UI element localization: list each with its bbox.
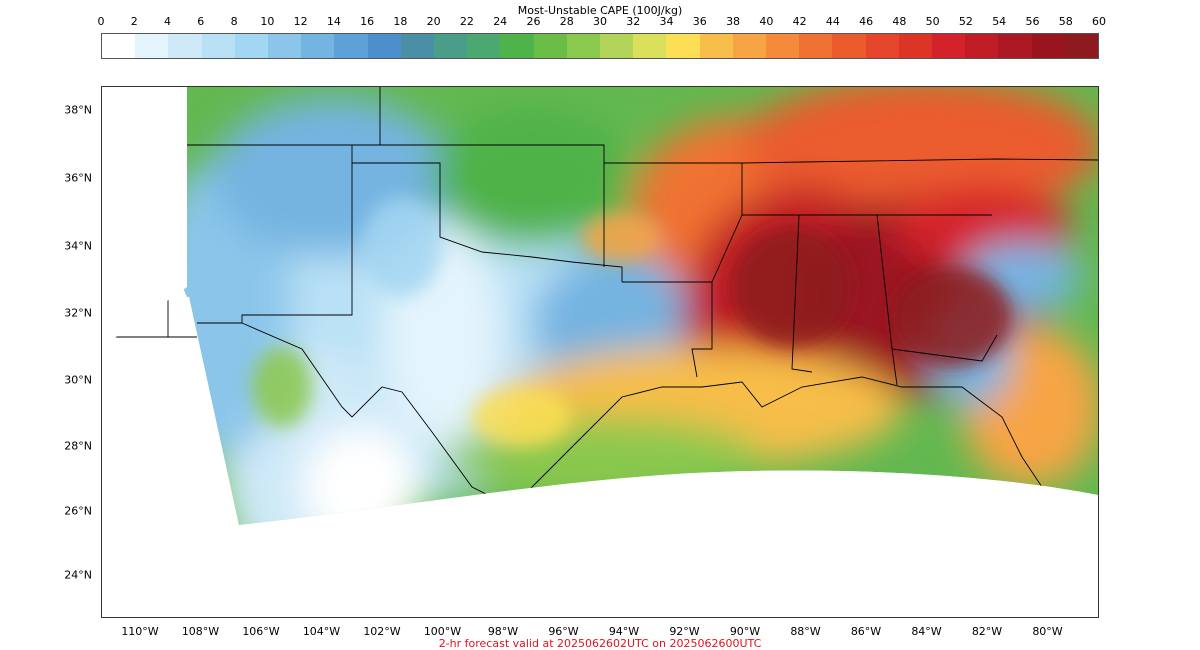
colorbar-segment: [434, 34, 468, 58]
colorbar-segment: [500, 34, 534, 58]
colorbar-tick-label: 54: [992, 15, 1007, 28]
colorbar-tick-label: 28: [559, 15, 574, 28]
colorbar-segment: [799, 34, 833, 58]
colorbar-segment: [1031, 34, 1065, 58]
longitude-label: 108°W: [181, 625, 220, 638]
colorbar-segment: [400, 34, 435, 58]
colorbar-tick-label: 36: [692, 15, 707, 28]
colorbar-tick-label: 58: [1058, 15, 1073, 28]
colorbar-tick-label: 8: [230, 15, 238, 28]
colorbar-tick-label: 52: [958, 15, 973, 28]
colorbar-segment: [467, 34, 501, 58]
latitude-label: 38°N: [64, 103, 92, 117]
colorbar-title: Most-Unstable CAPE (100J/kg): [517, 4, 683, 17]
colorbar-segment: [666, 34, 700, 58]
colorbar-tick-label: 34: [659, 15, 674, 28]
latitude-label: 34°N: [64, 239, 92, 253]
colorbar-tick-label: 46: [859, 15, 874, 28]
latitude-label: 36°N: [64, 171, 92, 185]
colorbar-segment: [998, 34, 1032, 58]
colorbar-segment: [865, 34, 899, 58]
colorbar-tick-label: 22: [459, 15, 474, 28]
longitude-label: 98°W: [487, 625, 519, 638]
longitude-label: 90°W: [729, 625, 761, 638]
colorbar-segment: [732, 34, 767, 58]
colorbar-tick-label: 50: [925, 15, 940, 28]
colorbar-segment: [965, 34, 999, 58]
longitude-label: 86°W: [850, 625, 882, 638]
longitude-label: 88°W: [790, 625, 821, 638]
colorbar-tick-label: 26: [526, 15, 541, 28]
latitude-label: 26°N: [64, 504, 92, 518]
colorbar-segment: [201, 34, 235, 58]
colorbar-segment: [766, 34, 800, 58]
colorbar-segment: [168, 34, 202, 58]
colorbar-tick-label: 18: [393, 15, 408, 28]
colorbar-segment: [832, 34, 866, 58]
colorbar-tick-label: 0: [97, 15, 105, 28]
colorbar-tick-label: 56: [1025, 15, 1040, 28]
longitude-label: 94°W: [608, 625, 640, 638]
longitude-label: 92°W: [669, 625, 700, 638]
colorbar-tick-label: 12: [293, 15, 308, 28]
boundaries: [102, 87, 1098, 563]
colorbar-segment: [633, 34, 667, 58]
colorbar-tick-label: 20: [426, 15, 441, 28]
colorbar-segment: [533, 34, 567, 58]
colorbar-segment: [135, 34, 169, 58]
cape-field: [102, 87, 1098, 525]
forecast-valid-caption: 2-hr forecast valid at 2025062602UTC on …: [438, 637, 762, 650]
longitude-label: 82°W: [971, 625, 1003, 638]
colorbar-tick-label: 44: [825, 15, 840, 28]
latitude-label: 30°N: [64, 373, 92, 387]
colorbar-segment: [268, 34, 302, 58]
map-canvas: [102, 87, 1098, 617]
colorbar-segment: [301, 34, 335, 58]
colorbar-tick-label: 48: [892, 15, 907, 28]
colorbar-segment: [102, 34, 136, 58]
colorbar-tick-label: 2: [130, 15, 138, 28]
colorbar-tick-label: 16: [360, 15, 375, 28]
colorbar-tick-label: 42: [792, 15, 807, 28]
longitude-label: 100°W: [423, 625, 462, 638]
longitude-label: 84°W: [911, 625, 942, 638]
colorbar-tick-label: 14: [326, 15, 341, 28]
colorbar-segment: [699, 34, 733, 58]
colorbar-tick-label: 30: [593, 15, 607, 28]
map-panel: [101, 86, 1099, 618]
longitude-label: 102°W: [363, 625, 401, 638]
longitude-label: 104°W: [302, 625, 341, 638]
longitude-label: 110°W: [121, 625, 159, 638]
latitude-label: 32°N: [64, 306, 92, 320]
colorbar-tick-label: 32: [626, 15, 641, 28]
colorbar-segment: [234, 34, 269, 58]
colorbar-segment: [1064, 34, 1099, 58]
colorbar-tick-label: 10: [260, 15, 275, 28]
longitude-label: 96°W: [548, 625, 579, 638]
longitude-label: 106°W: [242, 625, 280, 638]
colorbar-tick-label: 38: [726, 15, 741, 28]
longitude-label: 80°W: [1032, 625, 1063, 638]
latitude-label: 28°N: [64, 439, 92, 453]
latitude-label: 24°N: [64, 568, 92, 582]
colorbar-segment: [334, 34, 368, 58]
colorbar-segment: [898, 34, 933, 58]
colorbar-tick-label: 24: [493, 15, 508, 28]
colorbar-tick-label: 6: [197, 15, 205, 28]
colorbar-segment: [932, 34, 966, 58]
colorbar-segment: [367, 34, 401, 58]
colorbar: [101, 33, 1099, 59]
colorbar-segment: [600, 34, 634, 58]
colorbar-tick-label: 4: [164, 15, 172, 28]
colorbar-segment: [566, 34, 601, 58]
colorbar-tick-label: 60: [1092, 15, 1106, 28]
colorbar-tick-label: 40: [759, 15, 774, 28]
